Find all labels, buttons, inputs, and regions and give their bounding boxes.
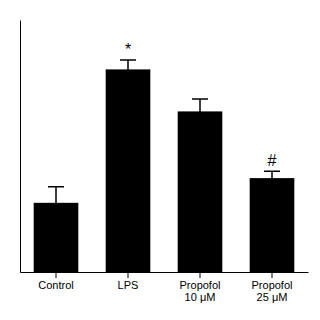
x-tick-label: Propofol10 μM	[180, 279, 221, 304]
x-tick-label-line: Propofol	[180, 279, 221, 291]
error-bar	[48, 187, 64, 219]
x-tick-label: Propofol25 μM	[252, 279, 293, 304]
bar	[178, 111, 223, 272]
y-axis-line	[20, 21, 21, 273]
x-tick-label-line: LPS	[118, 279, 139, 291]
x-tick-label-line: Control	[38, 279, 73, 291]
x-tick-mark	[128, 272, 129, 278]
x-tick-mark	[272, 272, 273, 278]
x-tick-mark	[56, 272, 57, 278]
x-tick-label-line: 25 μM	[257, 291, 288, 303]
bar	[106, 69, 151, 272]
x-tick: LPS	[118, 272, 139, 291]
annotation: *	[125, 41, 131, 58]
x-tick-label: Control	[38, 279, 73, 291]
x-axis: ControlLPSPropofol10 μMPropofol25 μM	[21, 272, 309, 303]
x-axis-line	[21, 272, 309, 273]
bar	[250, 178, 295, 272]
annotation: #	[268, 152, 277, 169]
x-tick: Propofol25 μM	[252, 272, 293, 303]
error-bar	[192, 99, 208, 124]
x-tick-label-line: Propofol	[252, 279, 293, 291]
annotations: *#	[125, 41, 277, 169]
x-tick: Control	[38, 272, 73, 291]
x-tick: Propofol10 μM	[180, 272, 221, 303]
error-bar	[120, 60, 136, 79]
x-tick-label: LPS	[118, 279, 139, 291]
error-bar	[264, 171, 280, 185]
x-tick-mark	[200, 272, 201, 278]
plot-area	[34, 60, 295, 272]
chart: ControlLPSPropofol10 μMPropofol25 μM*#	[0, 0, 320, 320]
x-tick-label-line: 10 μM	[185, 291, 216, 303]
y-axis	[20, 21, 21, 273]
